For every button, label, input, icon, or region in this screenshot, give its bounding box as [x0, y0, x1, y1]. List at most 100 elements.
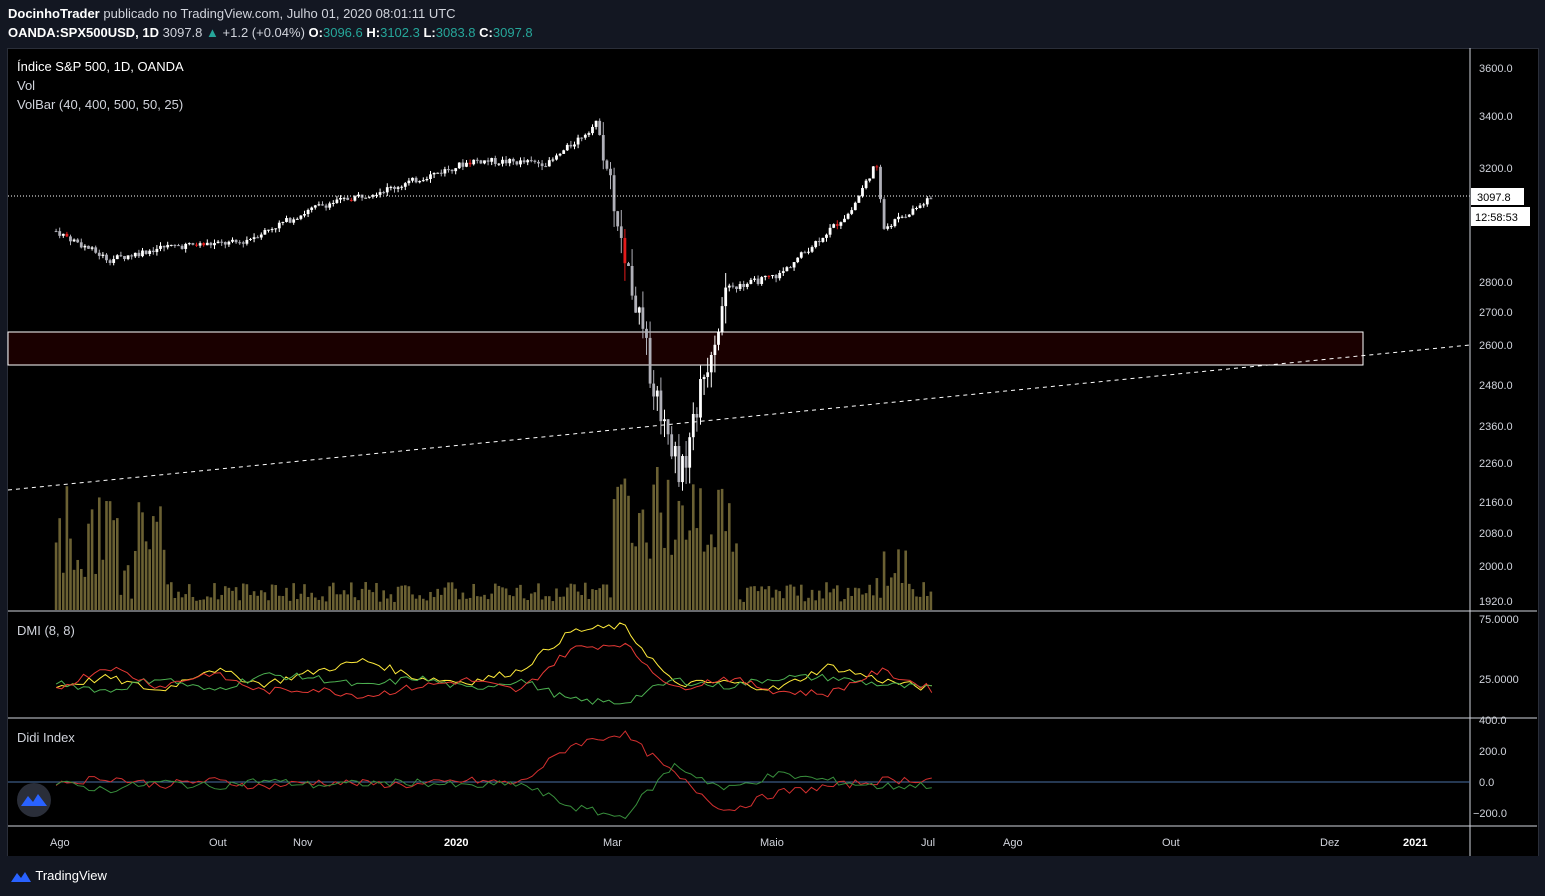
candle-body[interactable] [267, 229, 270, 231]
candle-body[interactable] [202, 243, 206, 246]
candle-body[interactable] [677, 446, 681, 483]
candle-body[interactable] [97, 252, 101, 256]
trendline[interactable] [7, 344, 1471, 491]
candle-body[interactable] [706, 372, 710, 377]
candle-body[interactable] [270, 229, 274, 231]
candle-body[interactable] [364, 197, 368, 199]
candle-body[interactable] [623, 237, 627, 264]
candle-body[interactable] [655, 390, 659, 397]
candle-body[interactable] [461, 162, 465, 167]
candle-body[interactable] [907, 214, 911, 217]
candle-body[interactable] [501, 159, 504, 164]
candle-body[interactable] [403, 183, 407, 187]
candle-body[interactable] [745, 283, 749, 287]
candle-body[interactable] [411, 177, 414, 181]
candle-body[interactable] [288, 218, 292, 223]
candle-body[interactable] [591, 126, 594, 134]
candle-body[interactable] [789, 267, 792, 269]
candle-body[interactable] [702, 376, 706, 380]
candle-body[interactable] [249, 238, 252, 240]
candle-body[interactable] [612, 175, 616, 212]
candle-body[interactable] [425, 178, 429, 181]
candle-body[interactable] [263, 230, 267, 235]
candle-body[interactable] [508, 158, 512, 164]
candle-body[interactable] [879, 166, 882, 200]
candle-body[interactable] [753, 278, 756, 280]
candle-body[interactable] [238, 242, 242, 244]
candle-body[interactable] [324, 205, 328, 208]
candle-body[interactable] [245, 239, 249, 244]
candle-body[interactable] [274, 228, 278, 230]
candle-body[interactable] [303, 214, 306, 216]
candle-body[interactable] [897, 216, 900, 220]
candle-body[interactable] [663, 419, 666, 422]
candle-body[interactable] [864, 180, 868, 188]
candle-body[interactable] [760, 277, 764, 284]
candle-body[interactable] [853, 202, 857, 211]
candle-body[interactable] [648, 337, 652, 384]
candle-body[interactable] [724, 287, 728, 307]
candle-body[interactable] [749, 279, 753, 284]
candle-body[interactable] [328, 203, 332, 208]
candle-body[interactable] [65, 233, 69, 237]
candle-body[interactable] [389, 186, 393, 188]
candle-body[interactable] [69, 236, 72, 242]
candle-body[interactable] [317, 204, 321, 206]
candle-body[interactable] [774, 275, 778, 279]
candle-body[interactable] [112, 259, 116, 263]
candle-body[interactable] [259, 234, 263, 238]
candle-body[interactable] [285, 218, 288, 222]
candle-body[interactable] [533, 160, 537, 162]
candle-body[interactable] [738, 284, 742, 289]
candle-body[interactable] [72, 239, 76, 242]
candle-body[interactable] [627, 263, 630, 266]
candle-body[interactable] [137, 252, 141, 257]
candle-body[interactable] [166, 244, 170, 248]
candle-body[interactable] [295, 218, 299, 220]
candle-body[interactable] [385, 187, 389, 193]
candle-body[interactable] [616, 211, 620, 227]
candle-body[interactable] [162, 245, 166, 248]
candle-body[interactable] [634, 295, 638, 313]
candle-body[interactable] [281, 221, 285, 223]
candle-body[interactable] [796, 257, 800, 263]
candle-body[interactable] [177, 245, 180, 247]
candle-body[interactable] [569, 144, 573, 147]
candle-body[interactable] [684, 456, 688, 468]
candle-body[interactable] [904, 216, 908, 218]
candle-body[interactable] [583, 134, 587, 138]
tradingview-brand[interactable]: TradingView [10, 868, 107, 884]
candle-body[interactable] [763, 275, 767, 278]
candle-body[interactable] [141, 250, 144, 257]
candle-body[interactable] [659, 390, 663, 422]
candle-body[interactable] [144, 250, 148, 254]
candle-body[interactable] [619, 226, 623, 238]
candle-body[interactable] [598, 120, 602, 136]
candle-body[interactable] [792, 262, 796, 268]
candle-body[interactable] [565, 144, 569, 151]
candle-body[interactable] [414, 177, 418, 183]
candle-body[interactable] [821, 237, 825, 242]
candle-body[interactable] [292, 219, 296, 223]
candle-body[interactable] [479, 160, 483, 164]
candle-body[interactable] [234, 239, 238, 243]
candle-body[interactable] [450, 169, 454, 172]
candle-body[interactable] [216, 241, 220, 244]
candle-body[interactable] [349, 199, 353, 201]
indicator-line-adx[interactable] [55, 622, 932, 692]
candle-body[interactable] [929, 198, 933, 200]
candle-body[interactable] [119, 255, 123, 257]
candle-body[interactable] [558, 153, 562, 156]
candle-body[interactable] [544, 166, 548, 168]
candle-body[interactable] [321, 204, 324, 206]
candle-body[interactable] [857, 196, 861, 203]
candle-body[interactable] [83, 245, 87, 248]
candle-body[interactable] [421, 180, 425, 182]
candle-body[interactable] [778, 272, 782, 279]
candle-body[interactable] [731, 285, 735, 287]
candle-body[interactable] [447, 169, 450, 171]
candle-body[interactable] [159, 245, 162, 249]
candle-body[interactable] [357, 194, 360, 197]
candle-body[interactable] [429, 174, 432, 179]
